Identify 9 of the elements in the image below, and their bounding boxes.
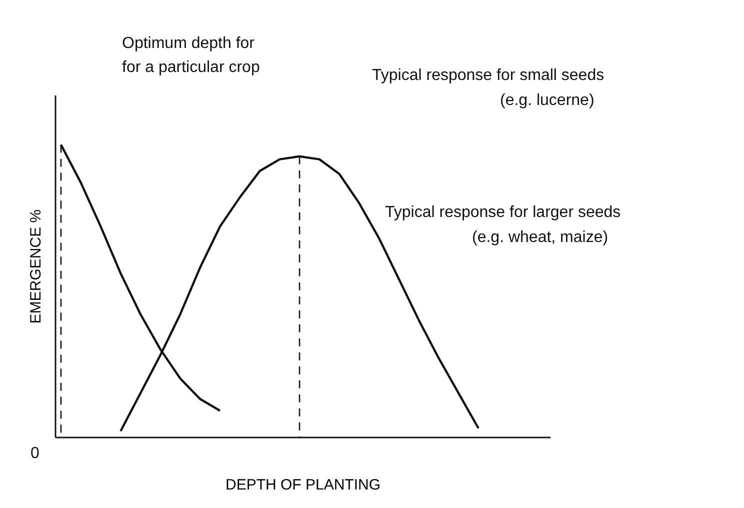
text: Typical response for small seeds: [372, 67, 604, 84]
y-axis-title: EMERGENCE %: [28, 209, 44, 324]
text: (e.g. lucerne): [500, 92, 594, 109]
annotation: Typical response for larger seeds: [385, 204, 621, 221]
text: for a particular crop: [122, 59, 260, 76]
x-axis-title: DEPTH OF PLANTING: [225, 476, 381, 494]
text: Optimum depth for: [122, 35, 256, 52]
annotation: (e.g. wheat, maize): [472, 229, 608, 246]
text: 0: [30, 445, 40, 462]
